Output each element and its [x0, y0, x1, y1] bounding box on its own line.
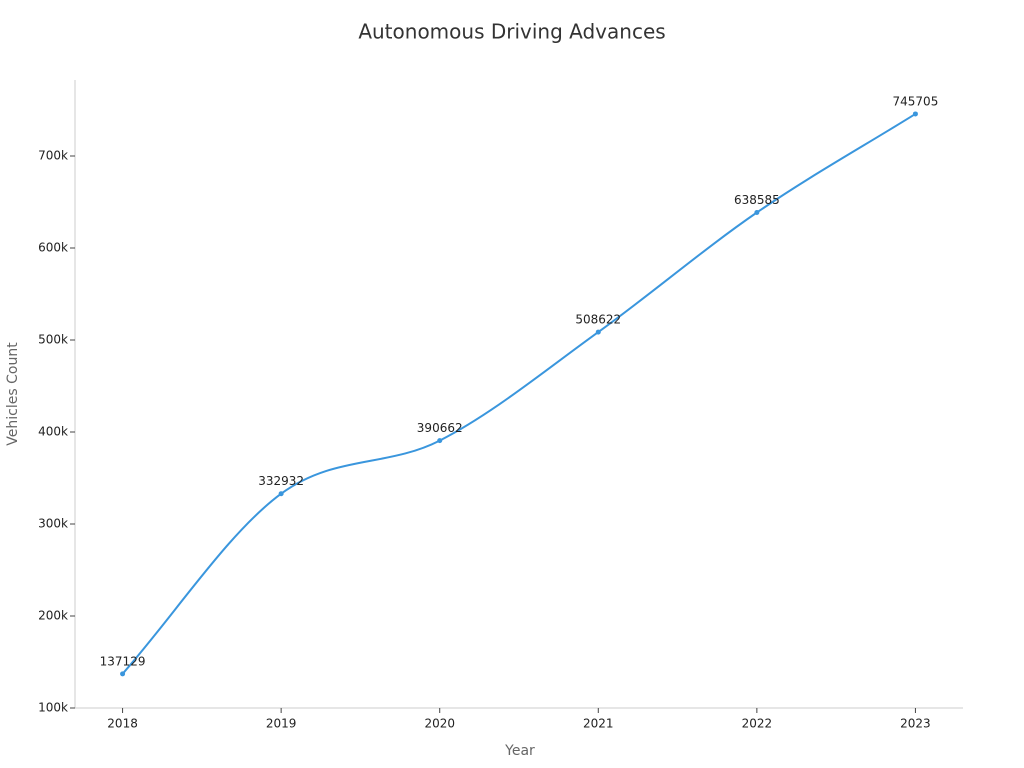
- data-label: 638585: [734, 193, 780, 207]
- y-tick-label: 200k: [38, 608, 68, 622]
- point: [754, 209, 760, 215]
- x-tick-label: 2022: [742, 717, 773, 731]
- x-tick-label: 2020: [424, 717, 455, 731]
- y-tick-label: 500k: [38, 332, 68, 346]
- data-label: 745705: [893, 94, 939, 108]
- line: [121, 113, 916, 675]
- point: [120, 671, 126, 677]
- point: [437, 438, 443, 444]
- point: [912, 111, 918, 117]
- data-label: 137129: [100, 654, 146, 668]
- data-label: 332932: [258, 474, 304, 488]
- x-tick-label: 2019: [266, 717, 297, 731]
- x-tick-label: 2018: [107, 717, 138, 731]
- y-tick-label: 400k: [38, 424, 68, 438]
- y-tick-label: 600k: [38, 240, 68, 254]
- y-tick-label: 100k: [38, 701, 68, 715]
- point: [595, 329, 601, 335]
- y-tick-label: 700k: [38, 148, 68, 162]
- x-tick-label: 2021: [583, 717, 614, 731]
- data-label: 390662: [417, 421, 463, 435]
- y-tick-label: 300k: [38, 516, 68, 530]
- x-tick-label: 2023: [900, 717, 931, 731]
- x-axis-label: Year: [504, 743, 535, 759]
- chart-title: Autonomous Driving Advances: [358, 20, 665, 44]
- point: [278, 491, 284, 497]
- y-axis-label: Vehicles Count: [5, 342, 21, 446]
- data-label: 508622: [575, 313, 621, 327]
